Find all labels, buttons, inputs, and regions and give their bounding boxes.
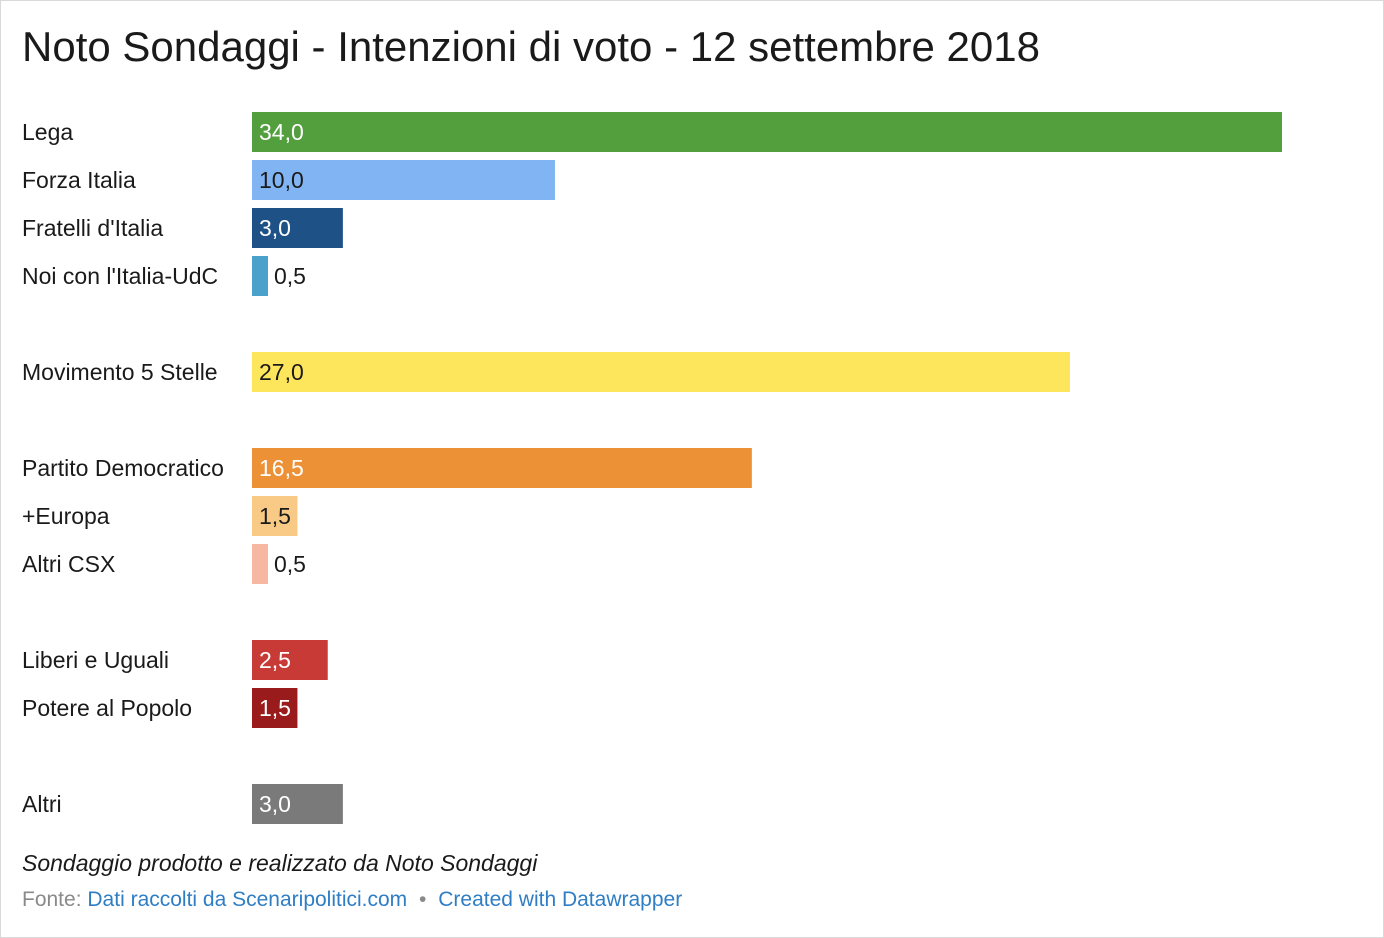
bar-forza-italia [252,160,555,200]
category-label-liberi-e-uguali: Liberi e Uguali [22,647,169,673]
value-label-movimento-5-stelle: 27,0 [259,359,304,385]
bar-noi-con-l-italia-udc [252,256,268,296]
value-label-noi-con-l-italia-udc: 0,5 [274,263,306,289]
bar-europa [252,496,298,536]
source-prefix: Fonte: [22,888,82,911]
value-label-altri-csx: 0,5 [274,551,306,577]
chart-note: Sondaggio prodotto e realizzato da Noto … [22,850,538,876]
value-label-altri: 3,0 [259,791,291,817]
category-label-fratelli-d-italia: Fratelli d'Italia [22,215,163,241]
bar-chart: Lega 34,0 Forza Italia 10,0 Fratelli d'Itali… [22,112,1282,824]
bar-liberi-e-uguali [252,640,328,680]
category-label-altri: Altri [22,791,62,817]
chart-title: Noto Sondaggi - Intenzioni di voto - 12 … [22,23,1040,70]
category-label-movimento-5-stelle: Movimento 5 Stelle [22,359,218,385]
value-label-europa: 1,5 [259,503,291,529]
bar-altri-csx [252,544,268,584]
bar-potere-al-popolo [252,688,298,728]
value-label-fratelli-d-italia: 3,0 [259,215,291,241]
category-label-noi-con-l-italia-udc: Noi con l'Italia-UdC [22,263,218,289]
category-label-lega: Lega [22,119,73,145]
bar-movimento-5-stelle [252,352,1070,392]
category-label-forza-italia: Forza Italia [22,167,136,193]
source-separator: • [419,888,427,911]
category-label-partito-democratico: Partito Democratico [22,455,224,481]
bar-altri [252,784,343,824]
bar-lega [252,112,1282,152]
value-label-potere-al-popolo: 1,5 [259,695,291,721]
value-label-lega: 34,0 [259,119,304,145]
value-label-partito-democratico: 16,5 [259,455,304,481]
value-label-liberi-e-uguali: 2,5 [259,647,291,673]
category-label-europa: +Europa [22,503,110,529]
value-label-forza-italia: 10,0 [259,167,304,193]
category-label-potere-al-popolo: Potere al Popolo [22,695,192,721]
datawrapper-credit-link[interactable]: Created with Datawrapper [438,888,683,911]
source-link[interactable]: Dati raccolti da Scenaripolitici.com [87,888,408,911]
category-label-altri-csx: Altri CSX [22,551,115,577]
source-line: Fonte: Dati raccolti da Scenaripolitici.… [22,888,682,912]
bar-partito-democratico [252,448,752,488]
bar-fratelli-d-italia [252,208,343,248]
